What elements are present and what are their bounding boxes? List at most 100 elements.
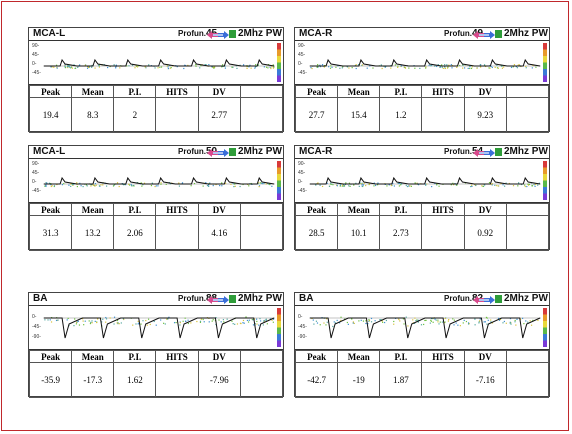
spectral-speckle xyxy=(53,185,56,187)
spectral-speckle xyxy=(341,185,343,187)
table-row: -35.9 -17.3 1.62 -7.96 xyxy=(28,362,284,398)
scale-tick-label: -45- xyxy=(298,324,307,330)
spectral-speckle xyxy=(407,325,409,327)
spectral-speckle xyxy=(86,185,88,187)
spectral-speckle xyxy=(437,319,439,321)
spectral-speckle xyxy=(98,64,100,66)
cell-pi: 1.2 xyxy=(379,97,423,133)
color-scale-bar xyxy=(277,161,281,168)
spectral-speckle xyxy=(467,67,469,70)
spectral-speckle xyxy=(90,321,92,324)
spectral-speckle xyxy=(319,66,322,68)
table-header-row: Peak Mean P.I. HITS DV xyxy=(28,85,284,98)
spectral-speckle xyxy=(75,323,78,325)
spectral-speckle xyxy=(474,184,476,186)
spectral-speckle xyxy=(262,182,264,185)
spectral-speckle xyxy=(253,318,256,320)
scale-tick-label: 45- xyxy=(32,52,40,58)
spectral-speckle xyxy=(202,318,204,321)
spectral-speckle xyxy=(117,322,119,324)
vessel-label: BA xyxy=(33,293,48,304)
spectral-speckle xyxy=(221,185,223,187)
spectral-speckle xyxy=(70,185,72,187)
spectral-speckle xyxy=(414,182,416,184)
spectral-speckle xyxy=(435,319,437,321)
spectral-speckle xyxy=(105,316,107,319)
spectral-speckle xyxy=(218,319,220,321)
scale-tick-label: -45- xyxy=(298,70,307,76)
spectral-speckle xyxy=(179,321,181,323)
spectral-speckle xyxy=(497,185,499,187)
spectral-speckle xyxy=(147,318,150,320)
spectral-speckle xyxy=(330,65,332,67)
spectral-speckle xyxy=(370,321,373,323)
table-header-row: Peak Mean P.I. HITS DV xyxy=(28,203,284,216)
spectral-speckle xyxy=(271,319,273,321)
spectral-speckle xyxy=(72,184,74,186)
scale-tick-label: 90- xyxy=(298,161,306,167)
spectral-speckle xyxy=(134,67,136,69)
spectral-speckle xyxy=(233,185,235,188)
spectral-speckle xyxy=(452,318,454,320)
spectral-speckle xyxy=(107,66,109,69)
spectral-speckle xyxy=(448,64,450,66)
spectral-speckle xyxy=(91,322,93,324)
spectral-speckle xyxy=(205,64,207,66)
doppler-waveform xyxy=(310,176,541,185)
spectral-speckle xyxy=(272,318,275,320)
column-header-peak: Peak xyxy=(294,350,339,363)
probe-arrow-icon xyxy=(473,295,495,304)
spectral-speckle xyxy=(113,323,115,325)
spectral-speckle xyxy=(155,324,157,326)
vessel-label: MCA-L xyxy=(33,146,66,157)
spectral-speckle xyxy=(120,322,122,324)
spectral-speckle xyxy=(437,321,439,323)
spectral-speckle xyxy=(455,322,457,324)
column-header-dv: DV xyxy=(197,85,241,98)
spectral-speckle xyxy=(46,182,48,184)
spectral-speckle xyxy=(137,320,139,323)
empty-cell xyxy=(505,362,550,398)
spectral-speckle xyxy=(94,184,96,187)
spectral-speckle xyxy=(479,64,481,66)
spectral-speckle xyxy=(242,319,245,322)
spectral-speckle xyxy=(353,184,355,186)
spectral-speckle xyxy=(538,182,541,184)
spectral-speckle xyxy=(206,184,209,187)
cell-peak: -42.7 xyxy=(294,362,339,398)
spectral-speckle xyxy=(419,67,421,70)
spectral-speckle xyxy=(83,324,85,326)
spectral-speckle xyxy=(73,183,75,186)
spectral-speckle xyxy=(116,182,119,184)
column-header-hits: HITS xyxy=(155,85,199,98)
column-header-pi: P.I. xyxy=(113,85,157,98)
spectral-speckle xyxy=(203,321,205,323)
spectral-speckle xyxy=(168,316,170,318)
table-header-row: Peak Mean P.I. HITS DV xyxy=(294,350,550,363)
spectral-speckle xyxy=(257,183,260,185)
spectral-speckle xyxy=(236,67,238,70)
color-scale-bar xyxy=(543,340,547,347)
probe-mode-label: 2Mhz PW xyxy=(504,146,548,157)
column-header-peak: Peak xyxy=(28,350,73,363)
color-scale-bar xyxy=(543,321,547,328)
spectral-speckle xyxy=(514,321,516,323)
spectral-speckle xyxy=(51,185,53,187)
doppler-waveform xyxy=(44,58,275,67)
spectral-speckle xyxy=(220,321,222,323)
spectral-speckle xyxy=(368,319,371,322)
cell-mean: -19 xyxy=(337,362,381,398)
spectral-speckle xyxy=(248,185,250,187)
spectral-speckle xyxy=(167,318,169,320)
spectral-speckle xyxy=(424,319,426,322)
spectral-speckle xyxy=(393,320,395,323)
spectral-speckle xyxy=(149,323,151,326)
spectral-speckle xyxy=(394,64,396,66)
spectral-speckle xyxy=(403,323,405,325)
spectral-speckle xyxy=(146,324,148,326)
spectral-speckle xyxy=(208,321,210,323)
spectral-speckle xyxy=(329,67,332,69)
scale-tick-label: 0- xyxy=(32,61,37,67)
spectral-speckle xyxy=(272,64,274,66)
spectral-speckle xyxy=(358,185,360,187)
